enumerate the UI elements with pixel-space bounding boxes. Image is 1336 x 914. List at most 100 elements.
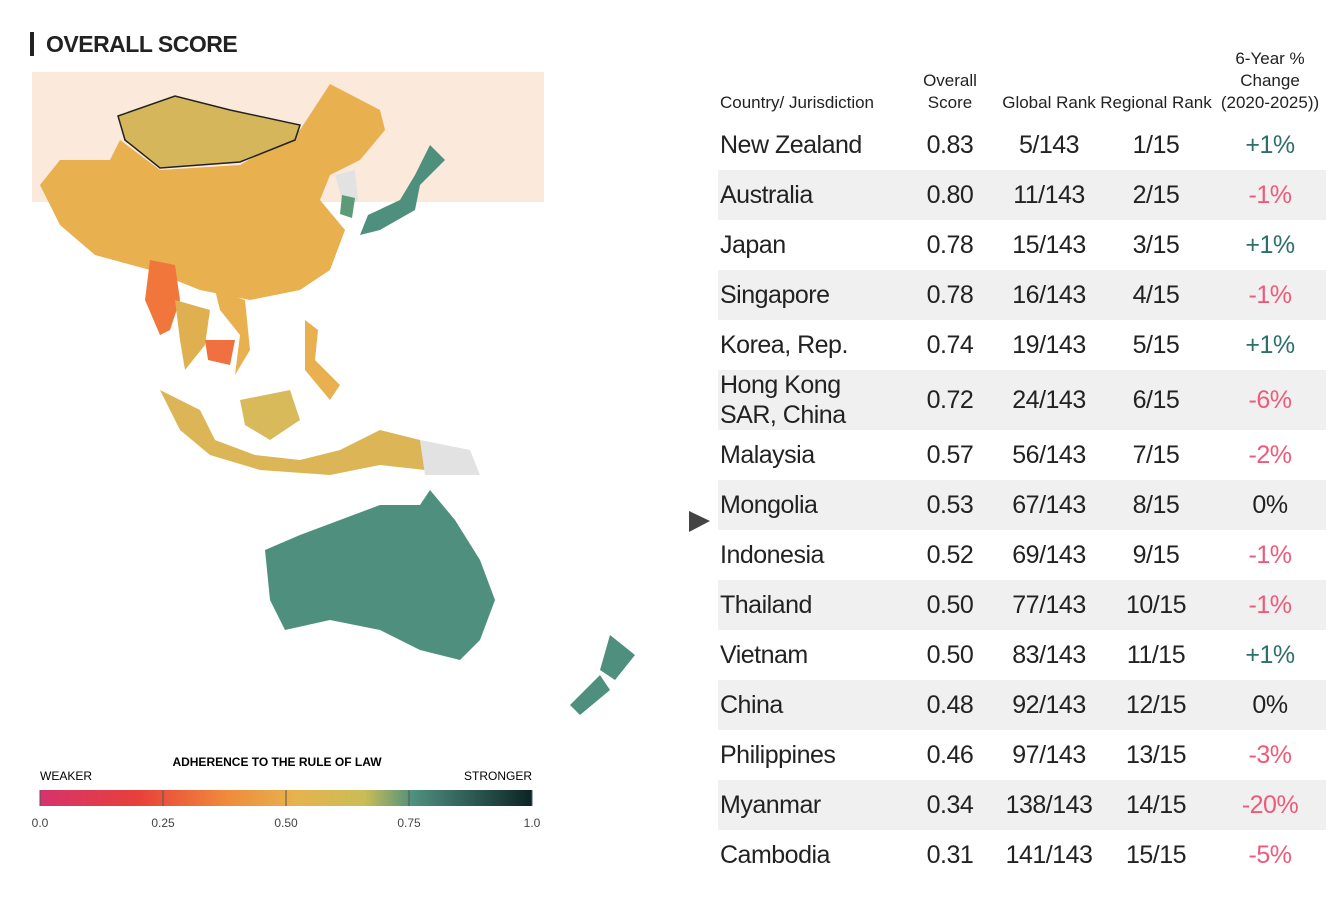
value-cell: -1% [1214, 170, 1326, 220]
png [420, 440, 480, 475]
thailand [175, 300, 210, 370]
value-cell: -1% [1248, 541, 1292, 569]
value-cell: 0.31 [926, 841, 974, 869]
value-cell: 0.74 [926, 331, 974, 359]
table-row: Japan 0.78 15/143 3/15 +1% [718, 220, 1326, 270]
philippines [305, 320, 340, 400]
value-cell: 0% [1214, 680, 1326, 730]
japan [360, 145, 445, 235]
country-cell: New Zealand [720, 131, 862, 159]
value-cell: 24/143 [1000, 370, 1098, 430]
value-cell: 141/143 [1005, 841, 1093, 869]
value-cell: 2/15 [1098, 170, 1214, 220]
value-cell: 0.50 [900, 580, 1000, 630]
value-cell: -3% [1248, 741, 1292, 769]
legend-tick-label: 1.0 [524, 816, 541, 830]
value-cell: 11/15 [1126, 641, 1186, 669]
value-cell: 14/15 [1098, 780, 1214, 830]
table-row: Singapore 0.78 16/143 4/15 -1% [718, 270, 1326, 320]
country-cell: Vietnam [720, 641, 808, 669]
value-cell: 8/15 [1098, 480, 1214, 530]
country-cell: Philippines [720, 741, 836, 769]
new-zealand [570, 635, 635, 715]
legend-low: WEAKER [40, 769, 92, 783]
country-cell: Cambodia [720, 841, 830, 869]
value-cell: 15/143 [1012, 231, 1086, 259]
value-cell: 10/15 [1098, 580, 1214, 630]
column-header: Global Rank [1002, 93, 1096, 112]
value-cell: +1% [1245, 131, 1295, 159]
country-cell: Hong Kong SAR, China [718, 370, 900, 430]
selected-marker [689, 511, 710, 532]
value-cell: 77/143 [1000, 580, 1098, 630]
country-cell: Malaysia [720, 441, 815, 469]
value-cell: 0% [1214, 480, 1326, 530]
value-cell: 0.72 [900, 370, 1000, 430]
table-row: New Zealand 0.83 5/143 1/15 +1% [718, 120, 1326, 170]
cambodia [205, 340, 235, 365]
table-row: Philippines 0.46 97/143 13/15 -3% [718, 730, 1326, 780]
legend-tick-label: 0.0 [32, 816, 49, 830]
value-cell: 0.46 [926, 741, 974, 769]
value-cell: 19/143 [1012, 331, 1086, 359]
legend-tick-label: 0.50 [274, 816, 298, 830]
column-header: Overall Score [923, 71, 977, 112]
korea [340, 195, 355, 218]
value-cell: -20% [1214, 780, 1326, 830]
value-cell: +1% [1245, 331, 1295, 359]
table-row: Korea, Rep. 0.74 19/143 5/15 +1% [718, 320, 1326, 370]
country-cell: China [718, 680, 900, 730]
value-cell: -5% [1248, 841, 1292, 869]
value-cell: 69/143 [1012, 541, 1086, 569]
value-cell: 13/15 [1125, 741, 1187, 769]
value-cell: 0.50 [926, 641, 974, 669]
table-row: Cambodia 0.31 141/143 15/15 -5% [718, 830, 1326, 880]
table-row: Myanmar 0.34 138/143 14/15 -20% [718, 780, 1326, 830]
myanmar [145, 260, 180, 335]
mongolia [117, 95, 301, 169]
table-row: China 0.48 92/143 12/15 0% [718, 680, 1326, 730]
country-cell: Singapore [718, 270, 900, 320]
value-cell: 6/15 [1098, 370, 1214, 430]
value-cell: 15/15 [1125, 841, 1187, 869]
value-cell: 7/15 [1132, 441, 1180, 469]
value-cell: 11/143 [1000, 170, 1098, 220]
column-header: 6-Year % Change (2020-2025)) [1220, 49, 1320, 112]
table-row: Vietnam 0.50 83/143 11/15 +1% [718, 630, 1326, 680]
value-cell: -6% [1214, 370, 1326, 430]
value-cell: 92/143 [1000, 680, 1098, 730]
china [40, 84, 385, 300]
value-cell: -1% [1214, 580, 1326, 630]
value-cell: 0.48 [900, 680, 1000, 730]
value-cell: 97/143 [1012, 741, 1086, 769]
legend-high: STRONGER [464, 769, 532, 783]
table-row: Mongolia 0.53 67/143 8/15 0% [718, 480, 1326, 530]
value-cell: 0.83 [926, 131, 974, 159]
country-cell: Australia [718, 170, 900, 220]
value-cell: +1% [1245, 641, 1295, 669]
value-cell: 16/143 [1000, 270, 1098, 320]
value-cell: -2% [1248, 441, 1292, 469]
legend-tick-label: 0.25 [151, 816, 175, 830]
value-cell: 0.34 [900, 780, 1000, 830]
vietnam [215, 290, 250, 375]
malaysia [240, 390, 300, 440]
value-cell: 0.80 [900, 170, 1000, 220]
legend: ADHERENCE TO THE RULE OF LAW WEAKER STRONG… [32, 755, 541, 830]
value-cell: 0.52 [926, 541, 974, 569]
value-cell: 3/15 [1132, 231, 1180, 259]
table-row: Hong Kong SAR, China 0.72 24/143 6/15 -6% [718, 370, 1326, 430]
value-cell: 5/143 [1018, 131, 1080, 159]
value-cell: 0.57 [926, 441, 974, 469]
table-row: Malaysia 0.57 56/143 7/15 -2% [718, 430, 1326, 480]
value-cell: 0.78 [900, 270, 1000, 320]
table-row: Thailand 0.50 77/143 10/15 -1% [718, 580, 1326, 630]
country-cell: Mongolia [718, 480, 900, 530]
value-cell: 138/143 [1000, 780, 1098, 830]
country-cell: Japan [720, 231, 786, 259]
value-cell: 1/15 [1132, 131, 1180, 159]
score-table: Country/ Jurisdiction Overall Score Global… [718, 48, 1326, 880]
country-cell: Thailand [718, 580, 900, 630]
column-header: Country/ Jurisdiction [720, 93, 875, 112]
